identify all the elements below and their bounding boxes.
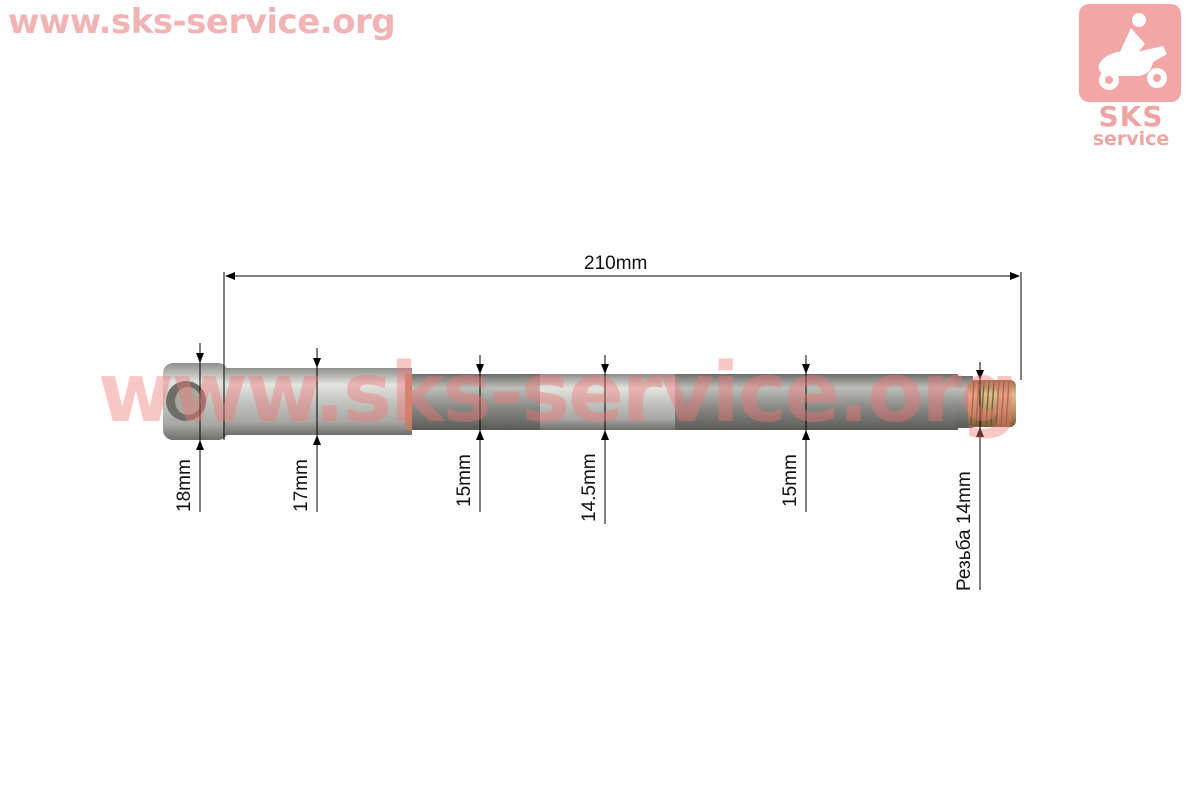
sks-service-logo: SKS service	[1079, 4, 1183, 150]
watermark-center-url: www.sks-service.org	[98, 346, 1019, 441]
shaft-section-14-5mm	[540, 374, 675, 430]
watermark-top-url: www.sks-service.org	[8, 2, 396, 42]
shaft-section-15mm-b	[675, 374, 958, 430]
logo-subtitle: service	[1092, 128, 1170, 150]
shaft-section-17mm	[225, 368, 412, 435]
logo-brand: SKS	[1098, 100, 1164, 133]
length-dimension	[223, 272, 1022, 440]
scooter-rider-icon	[1079, 4, 1181, 102]
axle-shaft	[163, 363, 1016, 440]
overall-length-label: 210mm	[584, 253, 648, 274]
shaft-section-15mm-a	[412, 374, 540, 430]
diameter-indicators	[196, 343, 984, 590]
